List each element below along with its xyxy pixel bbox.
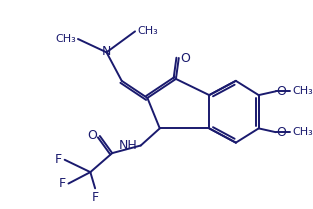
Text: CH₃: CH₃ <box>55 34 76 44</box>
Text: F: F <box>55 153 62 166</box>
Text: O: O <box>181 51 191 65</box>
Text: N: N <box>102 45 111 58</box>
Text: F: F <box>59 177 66 190</box>
Text: NH: NH <box>119 139 138 152</box>
Text: O: O <box>277 85 287 98</box>
Text: F: F <box>91 191 99 204</box>
Text: CH₃: CH₃ <box>137 26 158 36</box>
Text: O: O <box>87 130 97 143</box>
Text: CH₃: CH₃ <box>292 127 313 137</box>
Text: O: O <box>277 126 287 139</box>
Text: CH₃: CH₃ <box>292 86 313 96</box>
